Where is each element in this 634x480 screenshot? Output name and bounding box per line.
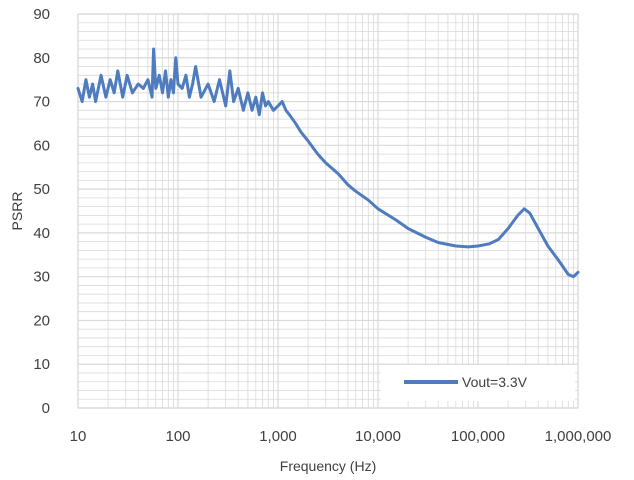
legend: Vout=3.3V xyxy=(381,365,575,401)
y-tick-label: 70 xyxy=(33,94,50,111)
x-axis-title: Frequency (Hz) xyxy=(280,458,376,474)
y-tick-label: 50 xyxy=(33,181,50,198)
x-tick-label: 10,000 xyxy=(355,428,401,445)
x-tick-label: 1,000 xyxy=(259,428,297,445)
y-tick-label: 60 xyxy=(33,137,50,154)
y-tick-label: 20 xyxy=(33,312,50,329)
y-axis-title: PSRR xyxy=(9,192,25,231)
series-line xyxy=(76,47,580,279)
series-layer xyxy=(76,47,580,279)
x-tick-label: 1,000,000 xyxy=(545,428,612,445)
y-tick-label: 30 xyxy=(33,269,50,286)
y-tick-label: 80 xyxy=(33,50,50,67)
legend-label: Vout=3.3V xyxy=(462,374,528,390)
x-tick-label: 100,000 xyxy=(451,428,505,445)
y-tick-label: 10 xyxy=(33,356,50,373)
plot-area-border xyxy=(77,13,579,409)
y-tick-label: 90 xyxy=(33,6,50,23)
x-tick-label: 10 xyxy=(70,428,87,445)
y-tick-label: 40 xyxy=(33,225,50,242)
tick-labels: 10 100 1,000 10,000 100,000 1,000,000 0 10 20 30 4… xyxy=(33,6,611,445)
x-tick-label: 100 xyxy=(165,428,190,445)
y-tick-label: 0 xyxy=(42,400,50,417)
